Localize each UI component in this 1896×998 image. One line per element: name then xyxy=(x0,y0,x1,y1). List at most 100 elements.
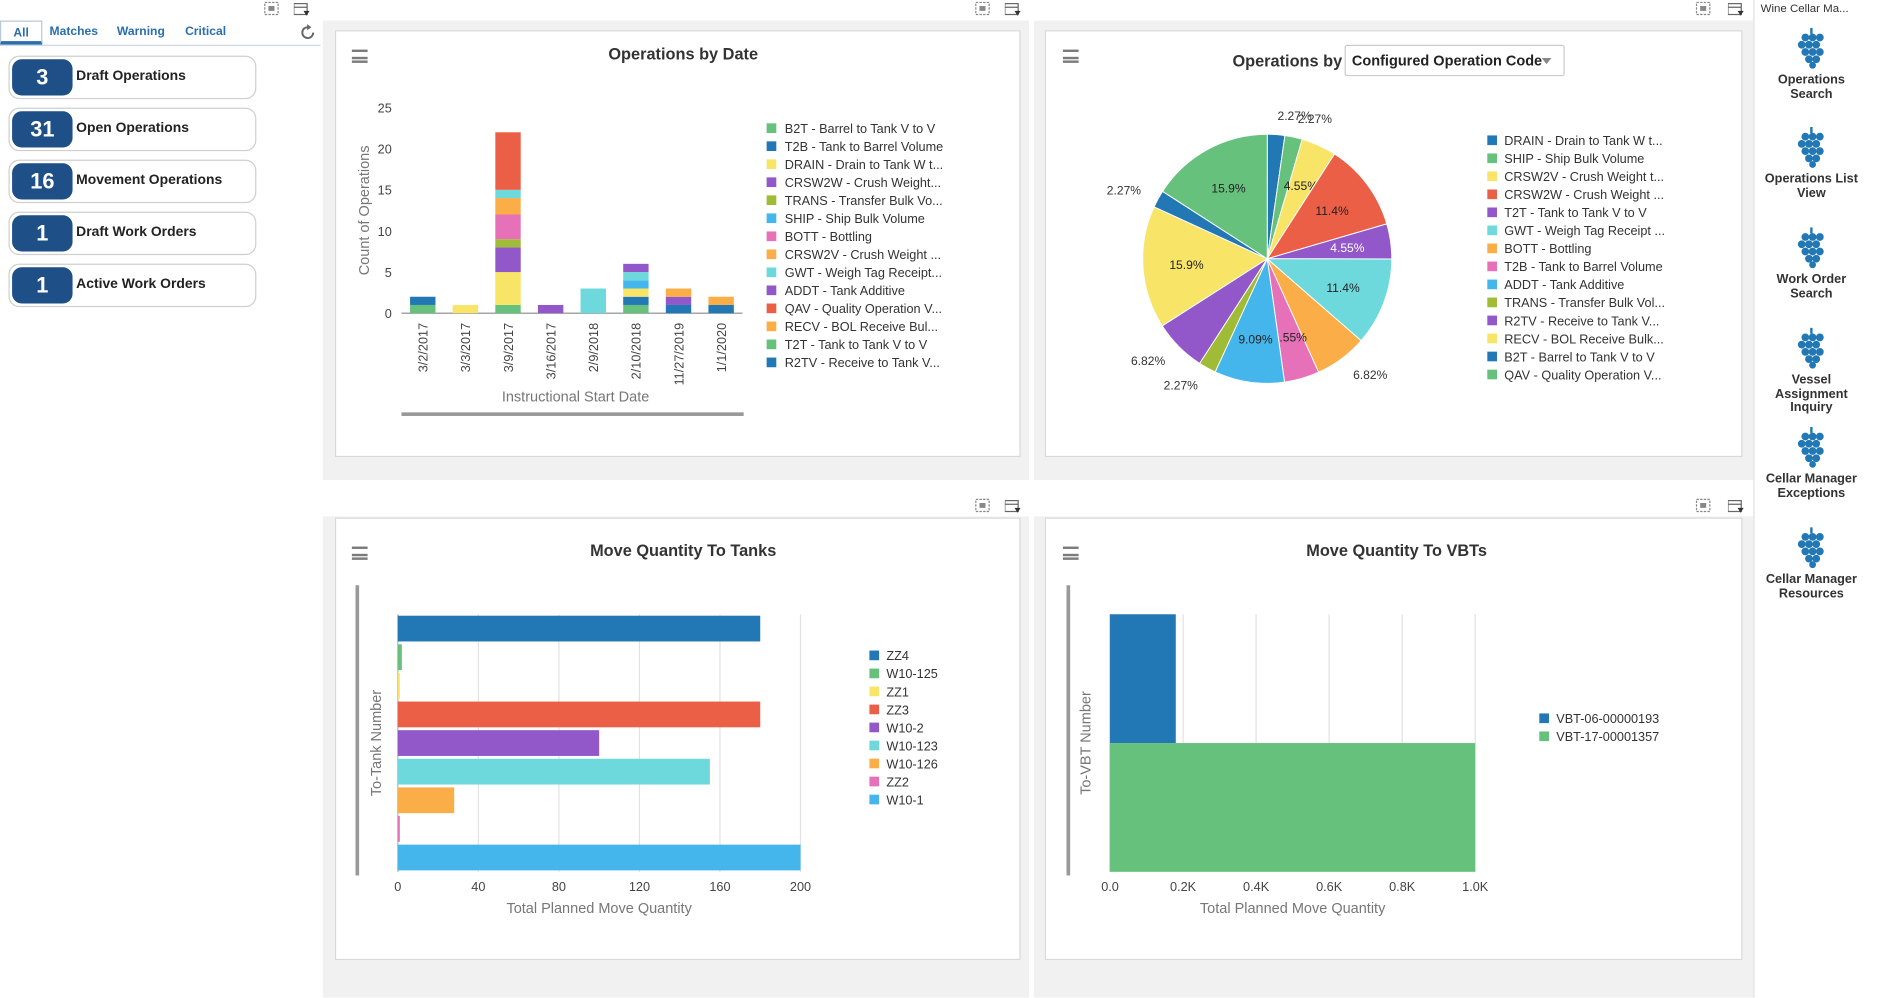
operations-search-tile[interactable]: Operations Search xyxy=(1761,27,1863,102)
slice-label: 4.55% xyxy=(1273,330,1308,344)
toolbar-strip-2 xyxy=(322,480,1754,517)
cellar-manager-resources-tile[interactable]: Cellar Manager Resources xyxy=(1761,527,1863,601)
legend-label: GWT - Weigh Tag Receipt... xyxy=(785,266,942,280)
legend-label: R2TV - Receive to Tank V... xyxy=(785,356,940,370)
slice-label: 11.4% xyxy=(1315,204,1349,218)
slice-label: 6.82% xyxy=(1131,354,1166,368)
legend-label: T2T - Tank to Tank V to V xyxy=(1504,206,1647,220)
move-qty-tanks-chart: 0 40 80 120 160 200 To-Tank Number Total Planne… xyxy=(355,585,938,917)
legend-label: W10-123 xyxy=(886,739,937,753)
legend-label: GWT - Weigh Tag Receipt ... xyxy=(1504,224,1665,238)
grapes-icon xyxy=(1797,227,1824,269)
x-tick-label: 0.0 xyxy=(1101,880,1119,894)
x-axis-title: Total Planned Move Quantity xyxy=(1200,901,1386,917)
cellar-manager-exceptions-tile[interactable]: Cellar Manager Exceptions xyxy=(1761,426,1863,501)
personalize-icon[interactable] xyxy=(293,2,310,17)
bar-segment xyxy=(665,288,692,297)
tab-matches[interactable]: Matches xyxy=(49,25,98,39)
legend-label: CRSW2V - Crush Weight ... xyxy=(785,248,941,262)
watchlist-active-work-orders[interactable]: 1 Active Work Orders xyxy=(8,263,257,308)
bar-segment xyxy=(537,304,564,314)
legend-swatch xyxy=(766,357,777,368)
count-badge: 31 xyxy=(12,111,73,148)
menu-icon[interactable] xyxy=(351,546,368,560)
x-tick-label: 0 xyxy=(394,880,401,894)
grapes-icon xyxy=(1797,527,1824,569)
bar-segment xyxy=(623,304,649,314)
x-tick-label: 160 xyxy=(709,880,730,894)
bar-segment xyxy=(623,288,649,297)
tab-critical[interactable]: Critical xyxy=(185,25,227,39)
bar-segment xyxy=(495,214,521,240)
maximize-icon[interactable] xyxy=(1695,498,1711,513)
x-tick-label: 2/9/2018 xyxy=(587,323,601,372)
springboard-panel xyxy=(1753,0,1896,998)
legend-label: DRAIN - Drain to Tank W t... xyxy=(1504,134,1662,148)
personalize-icon[interactable] xyxy=(1727,499,1744,514)
legend-swatch xyxy=(1487,189,1497,200)
maximize-icon[interactable] xyxy=(975,498,991,513)
x-tick-label: 1.0K xyxy=(1462,880,1489,894)
x-tick-label: 3/16/2017 xyxy=(544,323,558,379)
vessel-assignment-inquiry-tile[interactable]: Vessel Assignment Inquiry xyxy=(1761,327,1863,416)
legend-swatch xyxy=(1487,225,1497,236)
legend-swatch xyxy=(1487,333,1497,344)
work-order-search-tile[interactable]: Work Order Search xyxy=(1761,227,1863,301)
watchlist-movement-operations[interactable]: 16 Movement Operations xyxy=(8,159,257,204)
bar-segment xyxy=(708,296,734,305)
personalize-icon[interactable] xyxy=(1004,499,1021,514)
legend-swatch xyxy=(766,303,777,314)
maximize-icon[interactable] xyxy=(1695,1,1711,16)
legend-label: R2TV - Receive to Tank V... xyxy=(1504,314,1659,328)
legend-label: SHIP - Ship Bulk Volume xyxy=(1504,152,1644,166)
pie-slice xyxy=(1265,258,1393,342)
refresh-icon[interactable] xyxy=(300,24,317,41)
maximize-icon[interactable] xyxy=(975,1,991,16)
legend-swatch xyxy=(766,159,777,170)
maximize-icon[interactable] xyxy=(264,1,280,16)
legend-swatch xyxy=(1487,135,1497,146)
legend-swatch xyxy=(1487,153,1497,164)
tab-underline xyxy=(0,44,321,46)
tab-warning[interactable]: Warning xyxy=(116,25,165,39)
y-tick-label: 0 xyxy=(385,307,392,321)
toolbar-strip xyxy=(322,0,1754,21)
menu-icon[interactable] xyxy=(1062,546,1079,560)
menu-icon[interactable] xyxy=(1062,49,1079,63)
legend-label: T2B - Tank to Barrel Volume xyxy=(1504,260,1662,274)
legend-swatch xyxy=(766,249,777,260)
scrollbar xyxy=(1066,585,1071,876)
bar-segment xyxy=(495,239,521,248)
legend-label: W10-1 xyxy=(886,793,923,807)
menu-icon[interactable] xyxy=(351,49,368,63)
watchlist-draft-operations[interactable]: 3 Draft Operations xyxy=(8,55,257,100)
chart-title: Operations by xyxy=(1232,51,1343,71)
bar-segment xyxy=(623,296,649,305)
personalize-icon[interactable] xyxy=(1727,2,1744,17)
legend-swatch xyxy=(766,321,777,332)
legend-label: ZZ3 xyxy=(886,703,909,717)
watchlist-open-operations[interactable]: 31 Open Operations xyxy=(8,107,257,152)
y-axis-title: To-VBT Number xyxy=(1079,691,1095,795)
watchlist-draft-work-orders[interactable]: 1 Draft Work Orders xyxy=(8,211,257,256)
legend-label: W10-125 xyxy=(886,667,937,681)
y-axis-title: Count of Operations xyxy=(357,146,373,276)
tab-all[interactable]: All xyxy=(0,20,43,45)
legend-swatch xyxy=(1487,369,1497,380)
legend-label: DRAIN - Drain to Tank W t... xyxy=(785,158,943,172)
legend-swatch xyxy=(1487,243,1497,254)
legend-label: TRANS - Transfer Bulk Vo... xyxy=(785,194,943,208)
operations-list-view-tile[interactable]: Operations List View xyxy=(1761,126,1863,201)
bar xyxy=(397,644,402,671)
operation-code-dropdown[interactable]: Configured Operation Code xyxy=(1344,44,1565,77)
bar xyxy=(397,730,600,756)
y-tick-label: 15 xyxy=(378,184,392,198)
legend-label: B2T - Barrel to Tank V to V xyxy=(785,122,936,136)
bar xyxy=(397,615,761,642)
legend-label: T2T - Tank to Tank V to V xyxy=(785,338,928,352)
x-tick-label: 0.6K xyxy=(1316,880,1343,894)
personalize-icon[interactable] xyxy=(1004,2,1021,17)
legend-swatch xyxy=(869,740,880,751)
pie-slice xyxy=(1161,133,1268,260)
slice-label: 11.4% xyxy=(1326,281,1360,295)
